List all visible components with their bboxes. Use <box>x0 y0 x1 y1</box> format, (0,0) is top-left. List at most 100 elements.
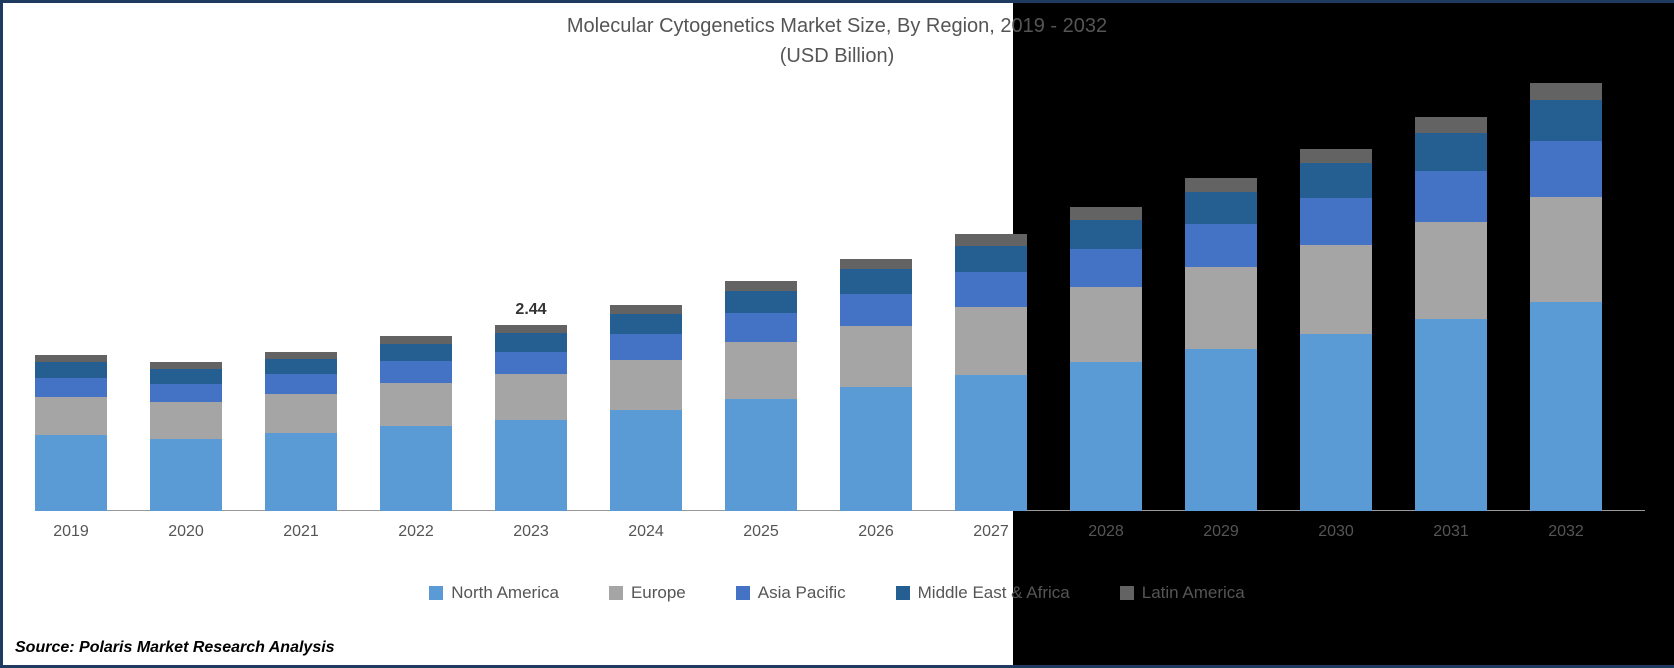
bar-segment <box>725 399 797 511</box>
bar-segment <box>955 307 1027 375</box>
bar-segment <box>150 402 222 439</box>
bar-segment <box>1300 163 1372 198</box>
bar-segment <box>1185 267 1257 349</box>
bar-segment <box>725 313 797 342</box>
bar-group <box>1070 207 1142 511</box>
x-axis-label: 2026 <box>840 523 912 541</box>
bar-segment <box>35 397 107 435</box>
bar-segment <box>380 426 452 511</box>
x-axis-label: 2020 <box>150 523 222 541</box>
bar-segment <box>840 326 912 388</box>
legend-swatch <box>429 586 443 600</box>
bar-segment <box>35 362 107 377</box>
bar-group <box>35 355 107 511</box>
legend-item: Europe <box>609 583 686 603</box>
bar-segment <box>495 333 567 351</box>
bar-segment <box>725 291 797 313</box>
bar-segment <box>1530 83 1602 100</box>
x-axis-label: 2019 <box>35 523 107 541</box>
legend-item: North America <box>429 583 559 603</box>
bar-segment <box>955 246 1027 273</box>
bar-segment <box>840 387 912 511</box>
bar-group <box>955 234 1027 511</box>
bar-segment <box>150 439 222 511</box>
legend-swatch <box>736 586 750 600</box>
plot-area: 2.44 <box>35 83 1645 511</box>
legend-item: Latin America <box>1120 583 1245 603</box>
bar-group <box>725 281 797 511</box>
bar-segment <box>1300 245 1372 334</box>
bar-segment <box>150 362 222 369</box>
legend-swatch <box>896 586 910 600</box>
bar-segment <box>1530 100 1602 141</box>
bar-segment <box>1415 222 1487 319</box>
x-axis-label: 2028 <box>1070 523 1142 541</box>
bar-group <box>380 336 452 511</box>
legend-label: Latin America <box>1142 583 1245 603</box>
bar-segment <box>840 294 912 326</box>
bar-data-label: 2.44 <box>495 301 567 319</box>
bar-group <box>1300 149 1372 511</box>
bar-group <box>1185 178 1257 511</box>
bar-segment <box>265 352 337 360</box>
x-axis-label: 2027 <box>955 523 1027 541</box>
bar-segment <box>35 378 107 397</box>
bar-group <box>610 305 682 511</box>
bar-segment <box>1185 349 1257 512</box>
legend-swatch <box>609 586 623 600</box>
bar-segment <box>1070 220 1142 249</box>
bar-segment <box>610 334 682 360</box>
bar-segment <box>1070 207 1142 220</box>
bar-segment <box>610 410 682 511</box>
x-axis-label: 2021 <box>265 523 337 541</box>
bar-segment <box>1530 197 1602 302</box>
bar-segment <box>380 344 452 361</box>
bar-segment <box>495 352 567 375</box>
bar-segment <box>35 355 107 363</box>
legend-item: Asia Pacific <box>736 583 846 603</box>
bar-segment <box>380 383 452 426</box>
bar-segment <box>1415 117 1487 133</box>
bar-group: 2.44 <box>495 325 567 511</box>
chart-title: Molecular Cytogenetics Market Size, By R… <box>3 15 1671 38</box>
bar-segment <box>1070 287 1142 362</box>
bar-segment <box>1300 198 1372 245</box>
bar-segment <box>1415 133 1487 171</box>
bar-segment <box>265 359 337 374</box>
bar-segment <box>265 433 337 511</box>
bar-segment <box>1300 334 1372 511</box>
bar-group <box>1530 83 1602 511</box>
legend-label: Europe <box>631 583 686 603</box>
chart-subtitle: (USD Billion) <box>3 45 1671 68</box>
bar-segment <box>610 314 682 334</box>
x-axis-labels: 2019202020212022202320242025202620272028… <box>35 523 1645 553</box>
x-axis-label: 2029 <box>1185 523 1257 541</box>
chart-container: Molecular Cytogenetics Market Size, By R… <box>0 0 1674 668</box>
legend-label: Asia Pacific <box>758 583 846 603</box>
bar-segment <box>840 269 912 293</box>
bar-group <box>1415 117 1487 511</box>
bar-segment <box>610 305 682 314</box>
bar-segment <box>1185 192 1257 224</box>
bar-segment <box>495 374 567 420</box>
legend-item: Middle East & Africa <box>896 583 1070 603</box>
bar-segment <box>1185 178 1257 192</box>
x-axis-label: 2023 <box>495 523 567 541</box>
bar-group <box>265 352 337 511</box>
bar-segment <box>1300 149 1372 163</box>
legend-swatch <box>1120 586 1134 600</box>
bar-segment <box>35 435 107 511</box>
bar-segment <box>495 420 567 511</box>
x-axis-label: 2024 <box>610 523 682 541</box>
bar-segment <box>1415 171 1487 222</box>
bar-segment <box>1185 224 1257 267</box>
bar-segment <box>840 259 912 270</box>
source-attribution: Source: Polaris Market Research Analysis <box>15 639 335 657</box>
x-axis-label: 2030 <box>1300 523 1372 541</box>
bar-segment <box>725 342 797 398</box>
bar-segment <box>1070 362 1142 511</box>
x-axis-label: 2031 <box>1415 523 1487 541</box>
bar-segment <box>725 281 797 291</box>
bar-group <box>840 259 912 511</box>
legend-label: Middle East & Africa <box>918 583 1070 603</box>
